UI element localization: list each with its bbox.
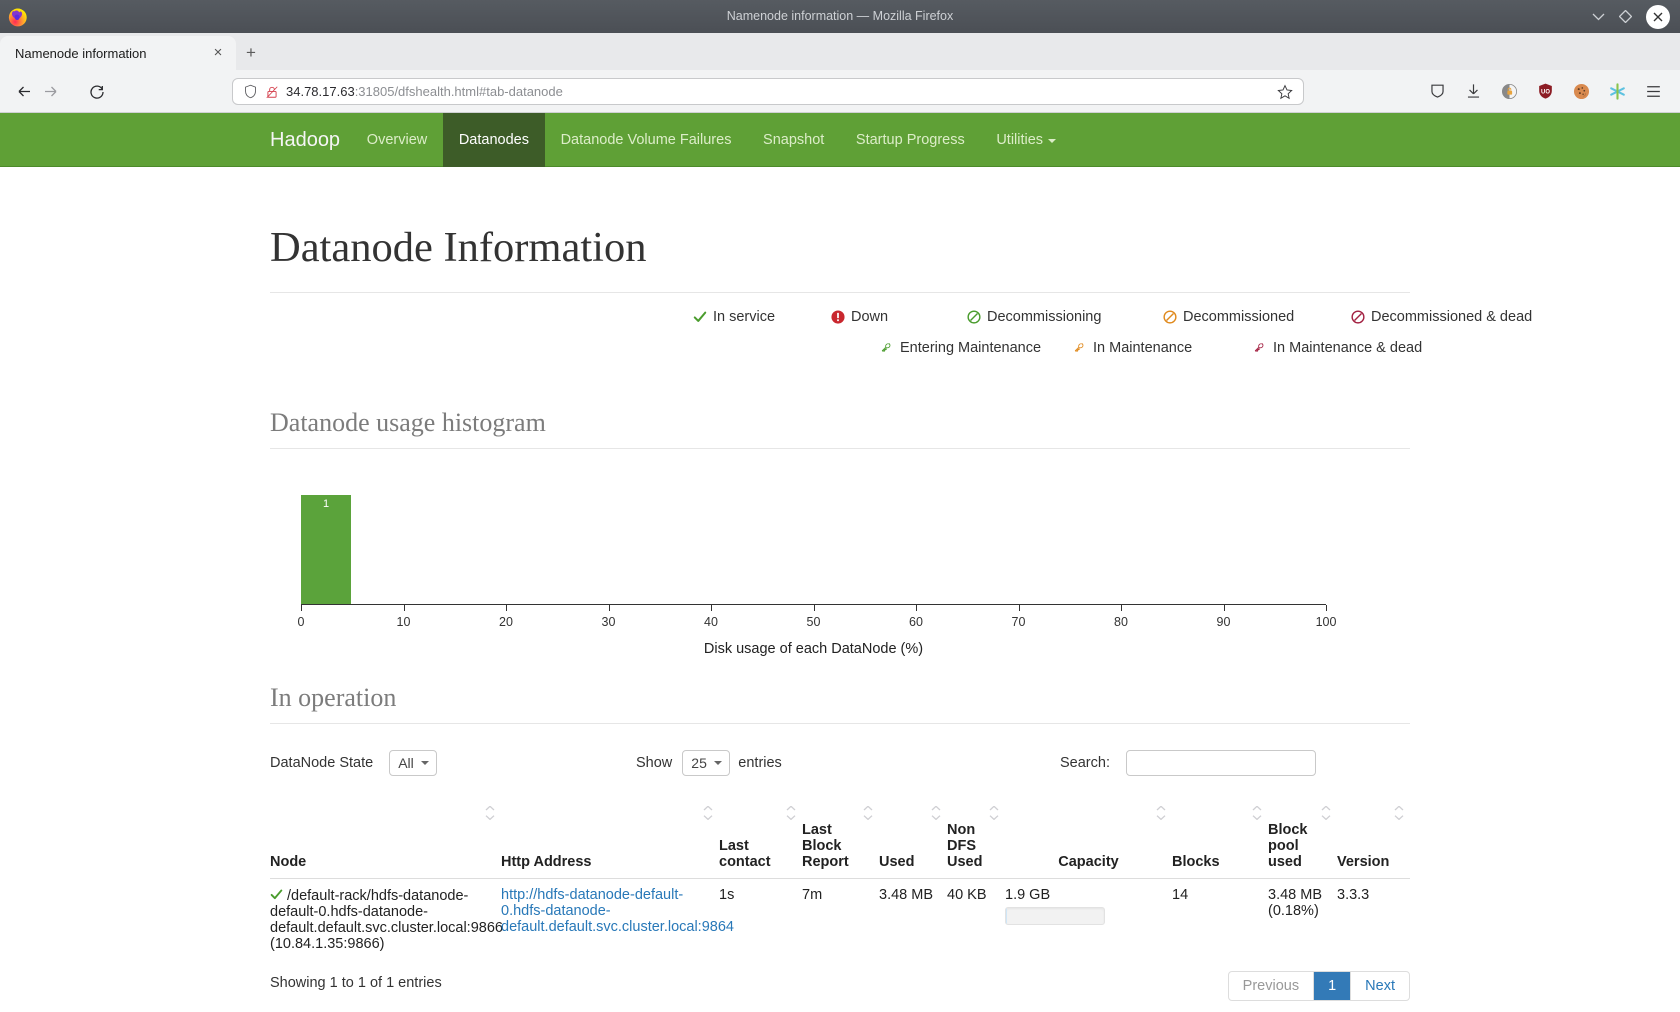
svg-text:UO: UO bbox=[1541, 89, 1550, 95]
